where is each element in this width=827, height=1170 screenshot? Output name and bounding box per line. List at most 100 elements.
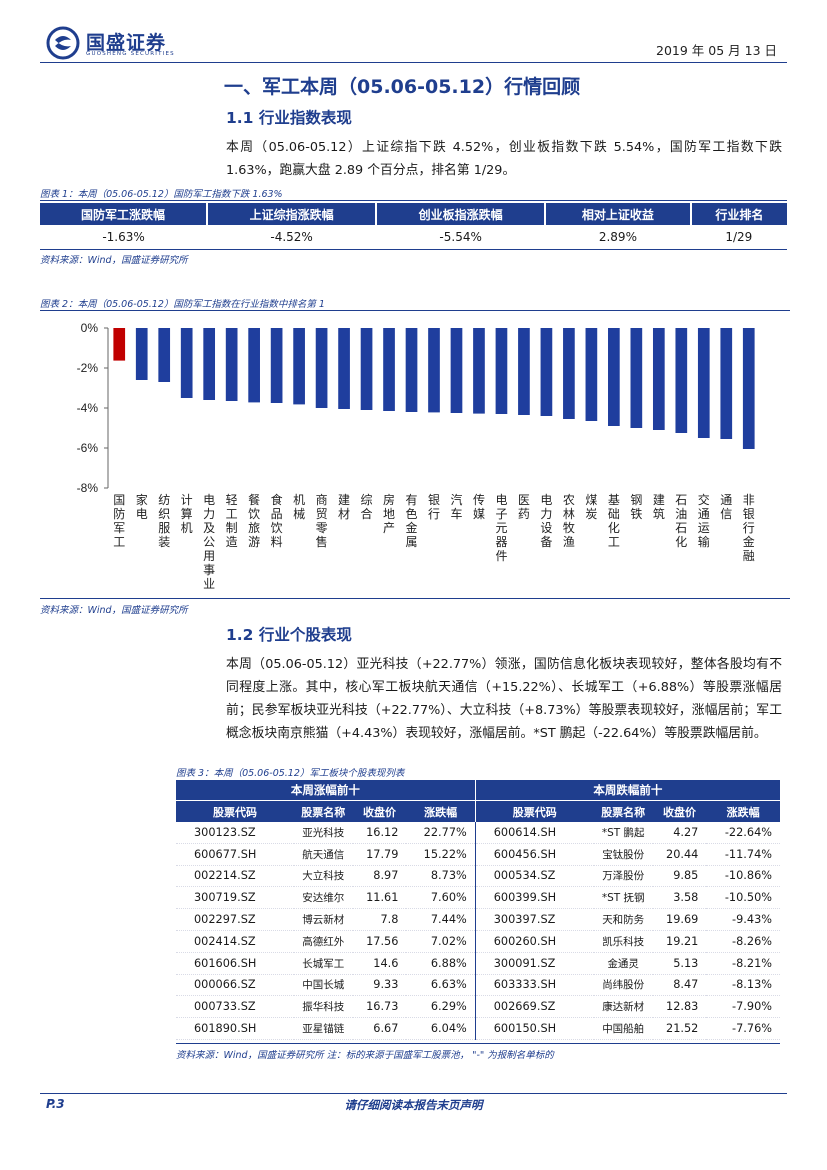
table-cell: 16.73	[352, 995, 407, 1019]
brand-subtitle: GUOSHENG SECURITIES	[86, 51, 175, 57]
table-cell: 600260.SH	[474, 930, 594, 953]
index-performance-table: 国防军工涨跌幅 上证综指涨跌幅 创业板指涨跌幅 相对上证收益 行业排名 -1.6…	[40, 203, 787, 250]
chart-caption: 图表 2：本周（05.06-05.12）国防军工指数在行业指数中排名第 1	[40, 299, 325, 310]
y-tick-label: -4%	[77, 401, 99, 415]
bar-23	[608, 328, 620, 426]
table-cell: -8.13%	[706, 974, 780, 997]
table-row: 002214.SZ 大立科技 8.97 8.73% 000534.SZ 万泽股份 9.85-…	[176, 865, 780, 888]
bar-4	[180, 328, 193, 398]
table1-source: 资料来源：Wind，国盛证券研究所	[40, 255, 188, 266]
table-cell: 000733.SZ	[176, 995, 294, 1019]
table-cell: -10.86%	[706, 865, 780, 888]
table-header: 收盘价	[652, 800, 707, 822]
y-tick-label: -6%	[77, 441, 99, 455]
table-cell: 6.04%	[406, 1017, 476, 1040]
table-cell: 600150.SH	[474, 1017, 594, 1040]
table-cell: 15.22%	[406, 843, 476, 866]
table-row: 002297.SZ 博云新材 7.8 7.44% 300397.SZ 天和防务 19.69-…	[176, 908, 780, 931]
bar-14	[405, 328, 418, 412]
table-cell: 中国长城	[293, 974, 353, 997]
table-cell: 航天通信	[293, 843, 353, 866]
y-tick-label: -2%	[77, 361, 99, 375]
x-tick-label: 农林牧渔	[563, 493, 575, 549]
x-tick-label: 电力设备	[540, 493, 552, 549]
table-row: 300123.SZ 亚光科技 16.12 22.77% 600614.SH *ST 鹏起 4…	[176, 822, 780, 844]
table-header: 创业板指涨跌幅	[376, 203, 547, 225]
table-cell: 天和防务	[593, 908, 653, 931]
table-cell: 万泽股份	[593, 865, 653, 888]
table-header: 上证综指涨跌幅	[207, 203, 378, 225]
chart-bottom-rule	[40, 598, 790, 599]
bar-24	[630, 328, 643, 428]
table-row: -1.63% -4.52% -5.54% 2.89% 1/29	[40, 225, 787, 250]
table-cell: 安达维尔	[293, 886, 353, 910]
bar-22	[585, 328, 598, 421]
table-cell: 6.63%	[406, 974, 476, 997]
table-cell: 亚光科技	[293, 822, 353, 844]
table-header: 股票代码	[474, 800, 594, 822]
table-cell: 高德红外	[293, 930, 353, 953]
stocks-paragraph: 本周（05.06-05.12）亚光科技（+22.77%）领涨，国防信息化板块表现…	[226, 657, 782, 741]
table-cell: 300091.SZ	[474, 952, 594, 975]
table-cell: 22.77%	[406, 822, 476, 844]
x-tick-label: 轻工制造	[226, 493, 238, 549]
x-tick-label: 通信	[720, 493, 732, 521]
table-cell: 6.88%	[406, 952, 476, 975]
table-cell: 长城军工	[293, 952, 353, 975]
page-number: P.3	[46, 1097, 65, 1111]
subsection-title-stocks: 1.2 行业个股表现	[226, 626, 352, 644]
x-tick-label: 家电	[136, 492, 148, 521]
table-cell: 3.58	[652, 886, 707, 910]
bar-5	[203, 328, 216, 400]
x-tick-label: 餐饮旅游	[248, 492, 260, 549]
report-date: 2019 年 05 月 13 日	[656, 43, 777, 58]
x-tick-label: 国防军工	[113, 493, 125, 549]
table-cell: 6.67	[352, 1017, 407, 1040]
table-cell: 000534.SZ	[474, 865, 594, 888]
x-tick-label: 基础化工	[608, 493, 620, 549]
table-cell: -8.21%	[706, 952, 780, 975]
bar-2	[135, 328, 148, 380]
bar-20	[540, 328, 553, 416]
brand-name: 国盛证券	[86, 32, 167, 54]
table-cell: 600614.SH	[474, 822, 594, 844]
table-header: 股票名称	[593, 800, 653, 822]
x-tick-label: 综合	[361, 493, 373, 521]
table-cell: 17.79	[352, 843, 407, 866]
table-cell: 000066.SZ	[176, 974, 294, 997]
bar-16	[450, 328, 463, 413]
table-cell: *ST 鹏起	[593, 822, 653, 844]
bar-6	[225, 328, 238, 401]
caption-rule	[40, 200, 787, 201]
losers-title: 本周跌幅前十	[474, 780, 780, 801]
table-cell: 7.44%	[406, 908, 476, 931]
table-cell: 7.60%	[406, 886, 476, 910]
chart-source: 资料来源：Wind，国盛证券研究所	[40, 605, 188, 616]
table-cell: 002414.SZ	[176, 930, 294, 953]
table-row: 000733.SZ 振华科技 16.73 6.29% 002669.SZ 康达新材 12.8…	[176, 995, 780, 1019]
x-tick-label: 机械	[293, 493, 305, 521]
table-cell: -7.90%	[706, 995, 780, 1019]
bar-26	[675, 328, 688, 433]
bar-8	[270, 328, 283, 403]
section-title: 一、军工本周（05.06-05.12）行情回顾	[224, 76, 581, 98]
table-row: 601890.SH 亚星锚链 6.67 6.04% 600150.SH 中国船舶 21.52…	[176, 1017, 780, 1040]
table-row: 002414.SZ 高德红外 17.56 7.02% 600260.SH 凯乐科技 19.2…	[176, 930, 780, 953]
table-cell: 19.21	[652, 930, 707, 953]
x-tick-label: 煤炭	[585, 493, 597, 521]
table-cell: 博云新材	[293, 908, 353, 931]
x-tick-label: 商贸零售	[316, 492, 328, 549]
table-cell: -11.74%	[706, 843, 780, 866]
caption-rule	[40, 310, 790, 311]
x-tick-label: 交通运输	[698, 492, 710, 549]
x-tick-label: 食品饮料	[271, 492, 283, 549]
table-cell: 2.89%	[545, 225, 691, 250]
bar-13	[383, 328, 395, 411]
table-cell: 中国船舶	[593, 1017, 653, 1040]
bar-12	[360, 328, 373, 410]
table-cell: 7.8	[352, 908, 407, 931]
table-cell: 19.69	[652, 908, 707, 931]
stock-performance-table: 本周涨幅前十 本周跌幅前十 股票代码 股票名称 收盘价 涨跌幅 股票代码 股票名…	[176, 780, 780, 1040]
table-cell: 凯乐科技	[593, 930, 653, 953]
table-cell: 20.44	[652, 843, 707, 866]
